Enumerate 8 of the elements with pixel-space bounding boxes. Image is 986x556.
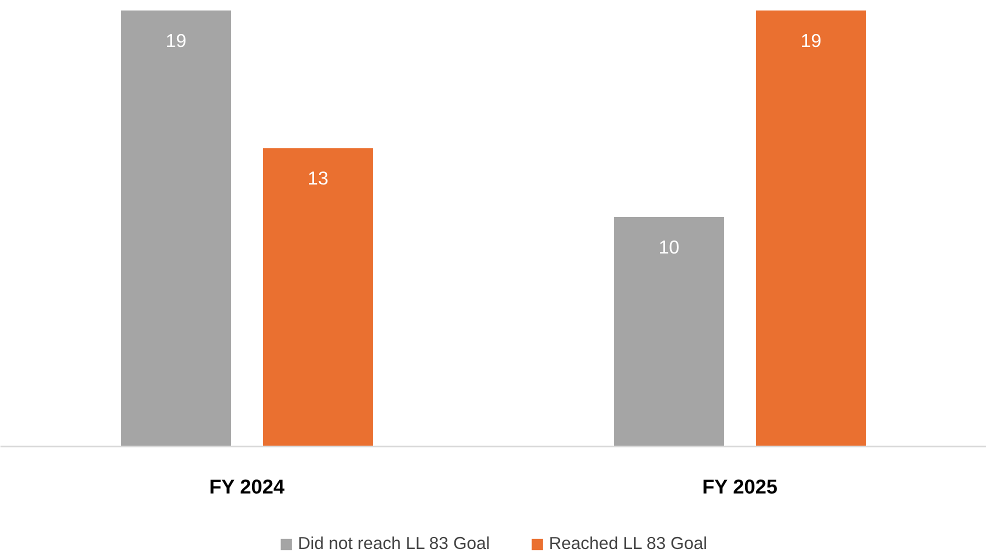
- legend-label: Reached LL 83 Goal: [548, 533, 708, 554]
- x-tick-label: FY 2025: [702, 476, 778, 498]
- data-label: 19: [800, 30, 822, 51]
- x-tick-label: FY 2024: [209, 476, 286, 498]
- data-label: 19: [166, 30, 186, 51]
- data-label: 13: [308, 168, 328, 189]
- legend-label: Did not reach LL 83 Goal: [298, 533, 490, 554]
- data-label: 10: [658, 236, 680, 258]
